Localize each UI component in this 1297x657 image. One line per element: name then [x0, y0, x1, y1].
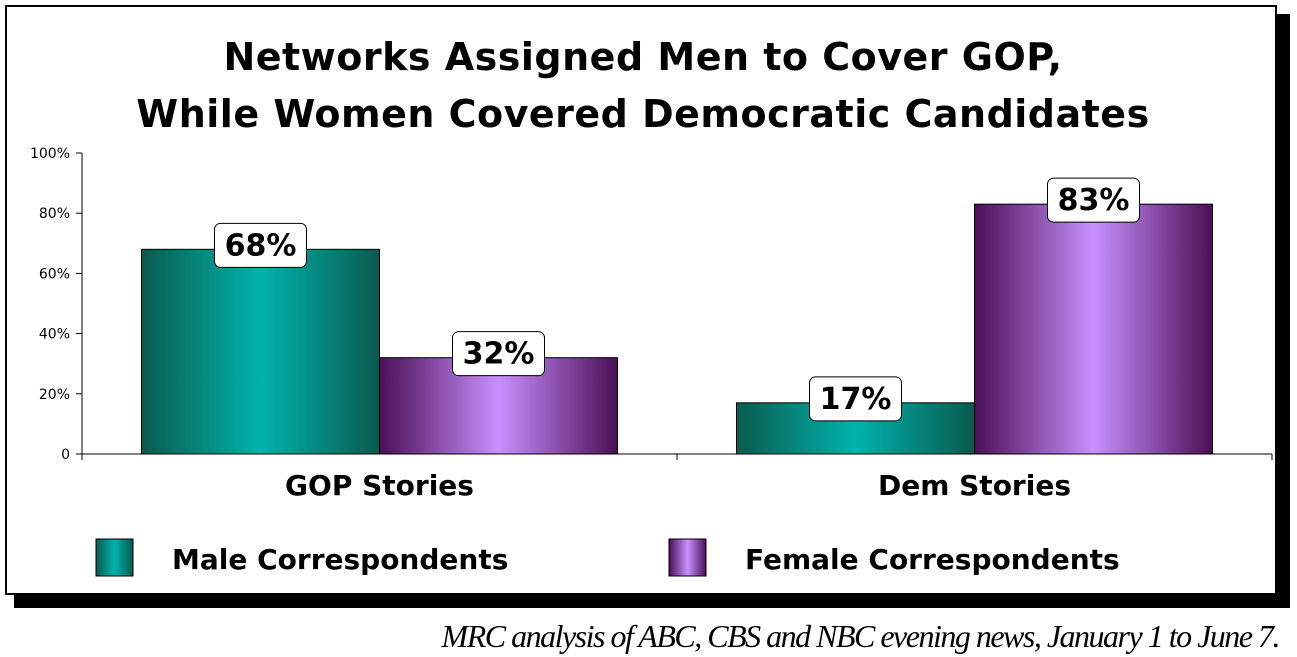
chart-title-line2: While Women Covered Democratic Candidate… — [136, 92, 1150, 136]
x-category-label: GOP Stories — [285, 469, 474, 502]
y-tick-label: 0 — [61, 447, 70, 463]
legend-label-female: Female Correspondents — [745, 543, 1120, 576]
x-category-label: Dem Stories — [878, 469, 1071, 502]
y-tick-label: 100% — [30, 146, 70, 162]
legend-swatch-male — [95, 538, 134, 577]
data-label-box — [1047, 177, 1140, 223]
y-tick-label: 80% — [39, 206, 70, 222]
data-label-box — [452, 331, 545, 377]
data-label: 83% — [1058, 183, 1130, 218]
chart-title-line1: Networks Assigned Men to Cover GOP, — [223, 35, 1063, 79]
data-label: 68% — [225, 228, 297, 263]
bar-male-gop — [141, 248, 380, 455]
data-label: 17% — [820, 382, 892, 417]
y-tick-label: 40% — [39, 327, 70, 343]
data-label-box — [214, 222, 307, 268]
bar-female-dem — [974, 203, 1213, 455]
source-caption: MRC analysis of ABC, CBS and NBC evening… — [441, 618, 1281, 654]
y-tick-label: 20% — [39, 387, 70, 403]
legend-swatch-female — [668, 538, 707, 577]
data-label: 32% — [463, 337, 535, 372]
y-tick-label: 60% — [39, 266, 70, 282]
data-label-box — [809, 376, 902, 422]
legend-label-male: Male Correspondents — [172, 543, 508, 576]
bar-chart: 020%40%60%80%100%GOP Stories Dem Stories … — [30, 146, 1273, 577]
